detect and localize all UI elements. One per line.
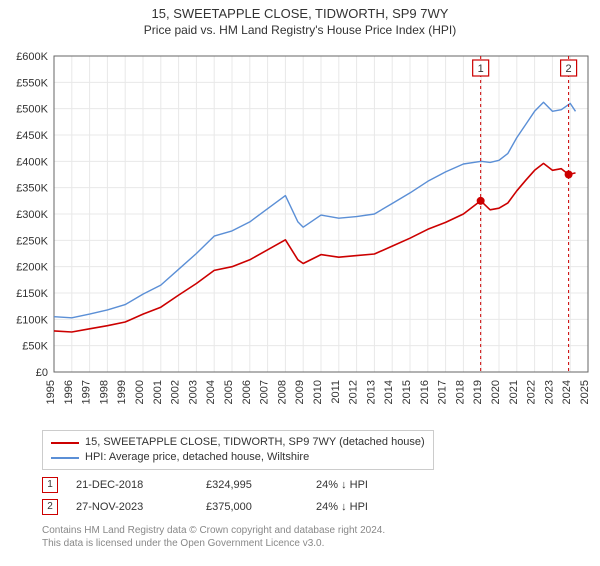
- footer-line-1: Contains HM Land Registry data © Crown c…: [42, 524, 590, 537]
- svg-text:2001: 2001: [152, 380, 164, 404]
- svg-text:2015: 2015: [401, 380, 413, 404]
- svg-text:2003: 2003: [187, 380, 199, 404]
- svg-text:£200K: £200K: [16, 262, 48, 274]
- svg-text:2004: 2004: [205, 380, 217, 404]
- legend-swatch: [51, 442, 79, 444]
- svg-text:1: 1: [478, 63, 484, 75]
- svg-text:2006: 2006: [241, 380, 253, 404]
- svg-text:2007: 2007: [259, 380, 271, 404]
- chart-subtitle: Price paid vs. HM Land Registry's House …: [0, 23, 600, 37]
- svg-text:2005: 2005: [223, 380, 235, 404]
- legend-item: HPI: Average price, detached house, Wilt…: [51, 450, 425, 465]
- sales-table: 1 21-DEC-2018£324,99524% ↓ HPI 2 27-NOV-202…: [42, 474, 368, 518]
- sale-row: 1 21-DEC-2018£324,99524% ↓ HPI: [42, 474, 368, 496]
- legend-label: 15, SWEETAPPLE CLOSE, TIDWORTH, SP9 7WY …: [85, 435, 425, 450]
- sale-diff: 24% ↓ HPI: [316, 479, 368, 491]
- svg-text:2025: 2025: [579, 380, 591, 404]
- svg-text:2023: 2023: [543, 380, 555, 404]
- svg-text:2010: 2010: [312, 380, 324, 404]
- svg-text:2020: 2020: [490, 380, 502, 404]
- svg-text:2009: 2009: [294, 380, 306, 404]
- svg-text:2013: 2013: [365, 380, 377, 404]
- svg-text:£300K: £300K: [16, 209, 48, 221]
- svg-text:2017: 2017: [437, 380, 449, 404]
- sale-row: 2 27-NOV-2023£375,00024% ↓ HPI: [42, 496, 368, 518]
- legend-label: HPI: Average price, detached house, Wilt…: [85, 450, 309, 465]
- sale-diff: 24% ↓ HPI: [316, 501, 368, 513]
- svg-text:£0: £0: [36, 367, 48, 379]
- svg-text:1996: 1996: [63, 380, 75, 404]
- svg-text:1999: 1999: [116, 380, 128, 404]
- svg-text:1998: 1998: [98, 380, 110, 404]
- svg-text:1997: 1997: [81, 380, 93, 404]
- svg-text:£500K: £500K: [16, 104, 48, 116]
- svg-text:2019: 2019: [472, 380, 484, 404]
- sale-price: £324,995: [206, 479, 316, 491]
- sale-price: £375,000: [206, 501, 316, 513]
- svg-text:£400K: £400K: [16, 156, 48, 168]
- svg-text:2012: 2012: [348, 380, 360, 404]
- legend: 15, SWEETAPPLE CLOSE, TIDWORTH, SP9 7WY …: [42, 430, 434, 470]
- svg-text:2021: 2021: [508, 380, 520, 404]
- svg-text:£450K: £450K: [16, 130, 48, 142]
- legend-item: 15, SWEETAPPLE CLOSE, TIDWORTH, SP9 7WY …: [51, 435, 425, 450]
- svg-text:2014: 2014: [383, 380, 395, 404]
- svg-text:£550K: £550K: [16, 77, 48, 89]
- svg-text:2: 2: [566, 63, 572, 75]
- svg-text:2000: 2000: [134, 380, 146, 404]
- svg-text:2002: 2002: [170, 380, 182, 404]
- svg-text:2011: 2011: [330, 380, 342, 404]
- svg-text:£350K: £350K: [16, 183, 48, 195]
- sale-badge: 2: [42, 499, 58, 515]
- sale-badge: 1: [42, 477, 58, 493]
- svg-text:1995: 1995: [45, 380, 57, 404]
- line-chart-svg: £0 £50K £100K £150K £200K £250K £300K £350K £400…: [0, 50, 600, 420]
- svg-text:2008: 2008: [276, 380, 288, 404]
- svg-text:2022: 2022: [526, 380, 538, 404]
- footer-attribution: Contains HM Land Registry data © Crown c…: [42, 524, 590, 550]
- svg-text:£600K: £600K: [16, 51, 48, 63]
- sale-date: 27-NOV-2023: [76, 501, 206, 513]
- svg-text:£100K: £100K: [16, 314, 48, 326]
- chart-area: £0 £50K £100K £150K £200K £250K £300K £350K £400…: [0, 50, 600, 420]
- legend-swatch: [51, 457, 79, 459]
- chart-title: 15, SWEETAPPLE CLOSE, TIDWORTH, SP9 7WY: [0, 6, 600, 21]
- svg-text:2016: 2016: [419, 380, 431, 404]
- svg-text:2024: 2024: [561, 380, 573, 404]
- svg-text:£150K: £150K: [16, 288, 48, 300]
- sale-date: 21-DEC-2018: [76, 479, 206, 491]
- svg-text:£250K: £250K: [16, 235, 48, 247]
- svg-text:2018: 2018: [454, 380, 466, 404]
- svg-text:£50K: £50K: [22, 341, 48, 353]
- footer-line-2: This data is licensed under the Open Gov…: [42, 537, 590, 550]
